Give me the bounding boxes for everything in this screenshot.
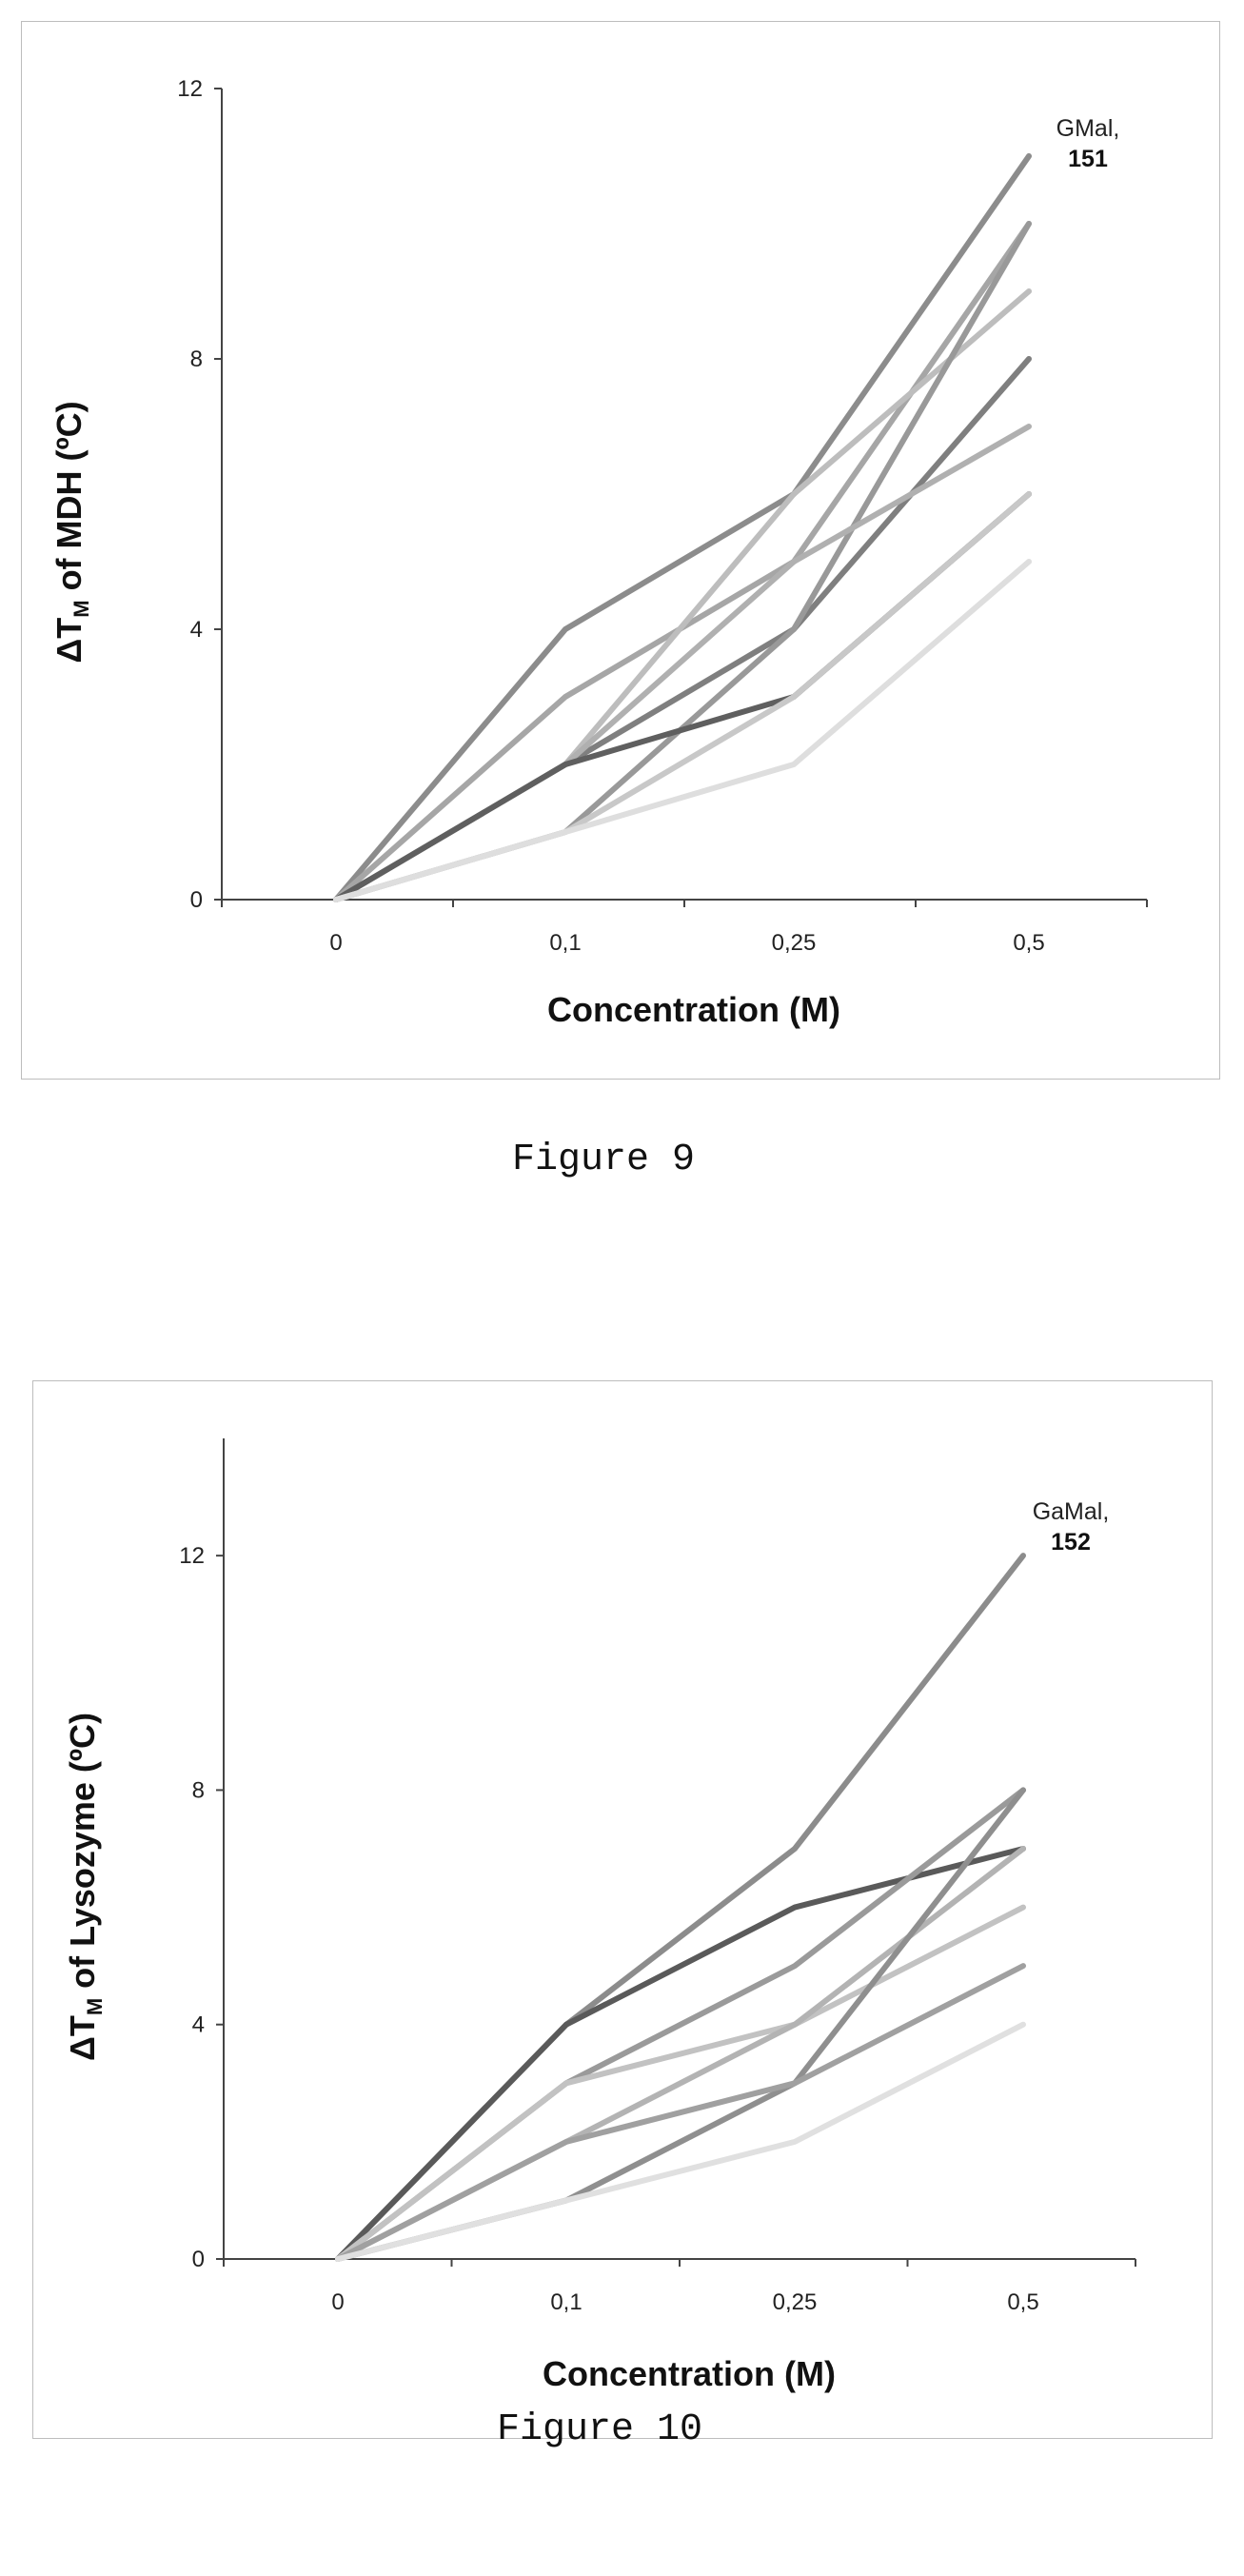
series-line-4	[335, 1904, 1026, 2262]
y-tick-label: 0	[190, 887, 203, 913]
series-annotation-number: 151	[1068, 146, 1108, 172]
y-axis-title: ΔTM of MDH (ºC)	[49, 401, 93, 663]
x-axis-title: Concentration (M)	[543, 2354, 836, 2393]
x-tick-label: 0,5	[1007, 2289, 1038, 2315]
x-tick-label: 0,5	[1013, 930, 1044, 956]
x-tick-label: 0,25	[773, 2289, 818, 2315]
chart-lysozyme: 0 4 8 12 0 0,1 0,25 0,5 GaMal, 152 Concentration (…	[63, 1438, 1136, 2393]
y-tick-label: 8	[190, 347, 203, 372]
y-tick-label: 12	[179, 1543, 205, 1569]
y-axis-title: ΔTM of Lysozyme (ºC)	[63, 1713, 107, 2061]
series-line-3	[335, 1787, 1026, 2262]
series-line-7	[335, 1963, 1026, 2262]
figure-caption-9: Figure 9	[512, 1139, 696, 1181]
x-tick-label: 0,25	[772, 930, 817, 956]
x-axis-title: Concentration (M)	[547, 990, 840, 1029]
figure-caption-10: Figure 10	[497, 2408, 703, 2451]
chart-panel-lysozyme: 0 4 8 12 0 0,1 0,25 0,5 GaMal, 152 Concentration (…	[32, 1380, 1213, 2439]
x-tick-label: 0,1	[550, 2289, 582, 2315]
chart-panel-mdh: 0 4 8 12 0 0,1 0,25 0,5 GMal, 151 Concentration (M…	[21, 21, 1220, 1080]
y-tick-label: 0	[192, 2247, 205, 2272]
series-line-9	[333, 559, 1032, 902]
x-tick-label: 0,1	[549, 930, 581, 956]
series-line-6	[333, 424, 1032, 902]
series-annotation-name: GMal,	[1056, 115, 1120, 142]
series-line-1	[333, 153, 1032, 902]
series-annotation-number: 152	[1051, 1529, 1091, 1556]
x-tick-label: 0	[329, 930, 342, 956]
y-tick-label: 12	[177, 76, 203, 102]
series-annotation-name: GaMal,	[1033, 1498, 1110, 1525]
y-tick-label: 4	[190, 617, 203, 643]
y-tick-label: 4	[192, 2012, 205, 2038]
series-line-8	[335, 2021, 1026, 2262]
chart-mdh: 0 4 8 12 0 0,1 0,25 0,5 GMal, 151 Concentration (M…	[49, 76, 1148, 1029]
x-tick-label: 0	[331, 2289, 344, 2315]
y-tick-label: 8	[192, 1777, 205, 1803]
